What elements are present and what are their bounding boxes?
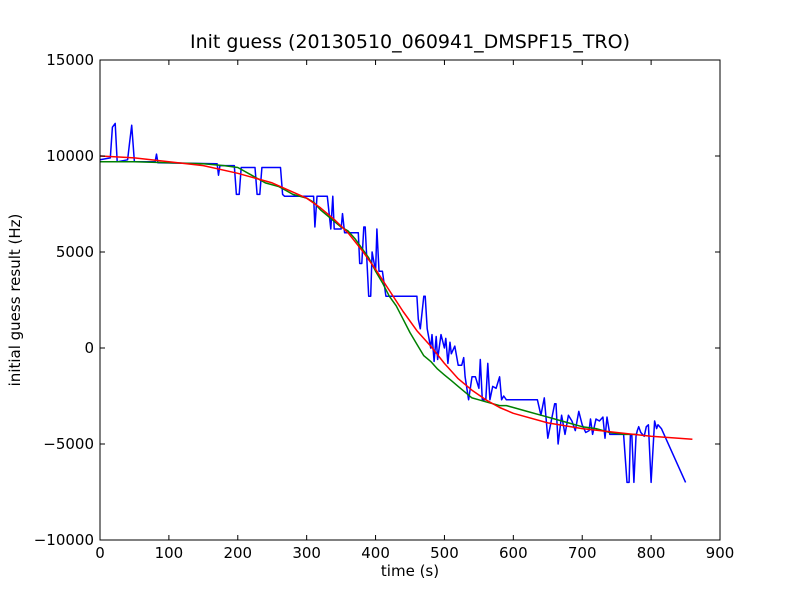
x-tick-label: 900: [706, 544, 735, 562]
x-tick-label: 200: [223, 544, 252, 562]
chart-title: Init guess (20130510_060941_DMSPF15_TRO): [190, 31, 630, 53]
plot-area: [99, 59, 721, 541]
x-tick-label: 0: [95, 544, 105, 562]
y-tick-label: −5000: [43, 435, 94, 453]
x-axis: 0 100 200 300 400 500 600 700 800 900: [95, 60, 734, 562]
y-axis: −10000 −5000 0 5000 10000 15000: [34, 51, 720, 549]
x-tick-label: 400: [361, 544, 390, 562]
x-tick-label: 800: [637, 544, 666, 562]
plot-frame: [99, 59, 721, 541]
x-tick-label: 300: [292, 544, 321, 562]
series-layer: [99, 122, 693, 484]
y-axis-label: initial guess result (Hz): [6, 214, 24, 387]
y-tick-label: 5000: [56, 243, 94, 261]
x-axis-label: time (s): [381, 562, 439, 580]
y-tick-label: −10000: [34, 531, 94, 549]
y-tick-label: 10000: [46, 147, 94, 165]
y-tick-label: 0: [84, 339, 94, 357]
x-tick-label: 700: [568, 544, 597, 562]
x-tick-label: 100: [155, 544, 184, 562]
series-line-3: [99, 155, 693, 440]
y-tick-label: 15000: [46, 51, 94, 69]
series-line-2: [100, 161, 638, 436]
series-line-1: [99, 122, 687, 484]
x-tick-label: 600: [499, 544, 528, 562]
x-tick-label: 500: [430, 544, 459, 562]
